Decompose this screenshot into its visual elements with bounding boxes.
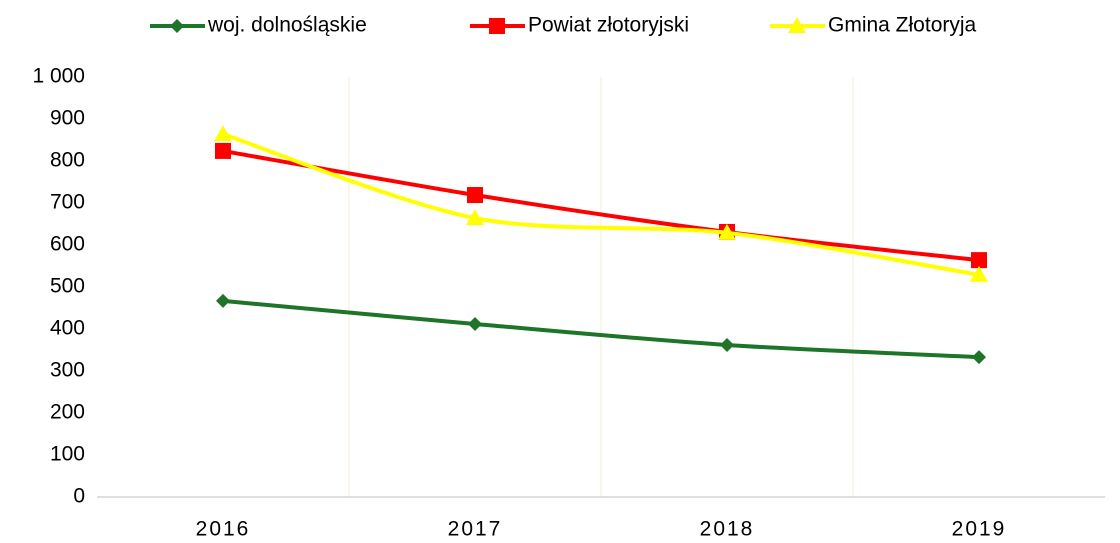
y-tick-label: 800 [50,149,85,172]
x-tick-label: 2019 [952,518,1007,541]
y-tick-label: 700 [50,191,85,214]
legend-label: Powiat złotoryjski [528,14,689,37]
y-tick-label: 900 [50,107,85,130]
series-line [222,132,980,277]
marker [467,187,483,204]
y-tick-label: 300 [50,359,85,382]
x-tick-label: 2018 [700,518,755,541]
y-tick-label: 1 000 [32,65,85,88]
marker [215,142,231,159]
y-tick-label: 500 [50,275,85,298]
marker [466,209,484,226]
y-tick-label: 200 [50,401,85,424]
marker [971,252,987,269]
legend-marker [170,19,184,33]
marker [718,223,736,240]
marker [216,293,230,308]
y-tick-label: 400 [50,317,85,340]
legend-label: woj. dolnośląskie [207,14,367,37]
marker [468,316,482,331]
marker [214,125,232,142]
marker [970,265,988,282]
y-tick-label: 600 [50,233,85,256]
marker [972,350,986,365]
y-tick-label: 100 [50,443,85,466]
y-tick-label: 0 [73,485,85,508]
marker [720,337,734,352]
legend-label: Gmina Złotoryja [828,14,977,37]
legend-marker [489,18,505,34]
x-tick-label: 2016 [196,518,251,541]
series-line [222,298,980,360]
x-tick-label: 2017 [448,518,503,541]
legend-marker [788,17,806,33]
series-line [222,148,980,263]
